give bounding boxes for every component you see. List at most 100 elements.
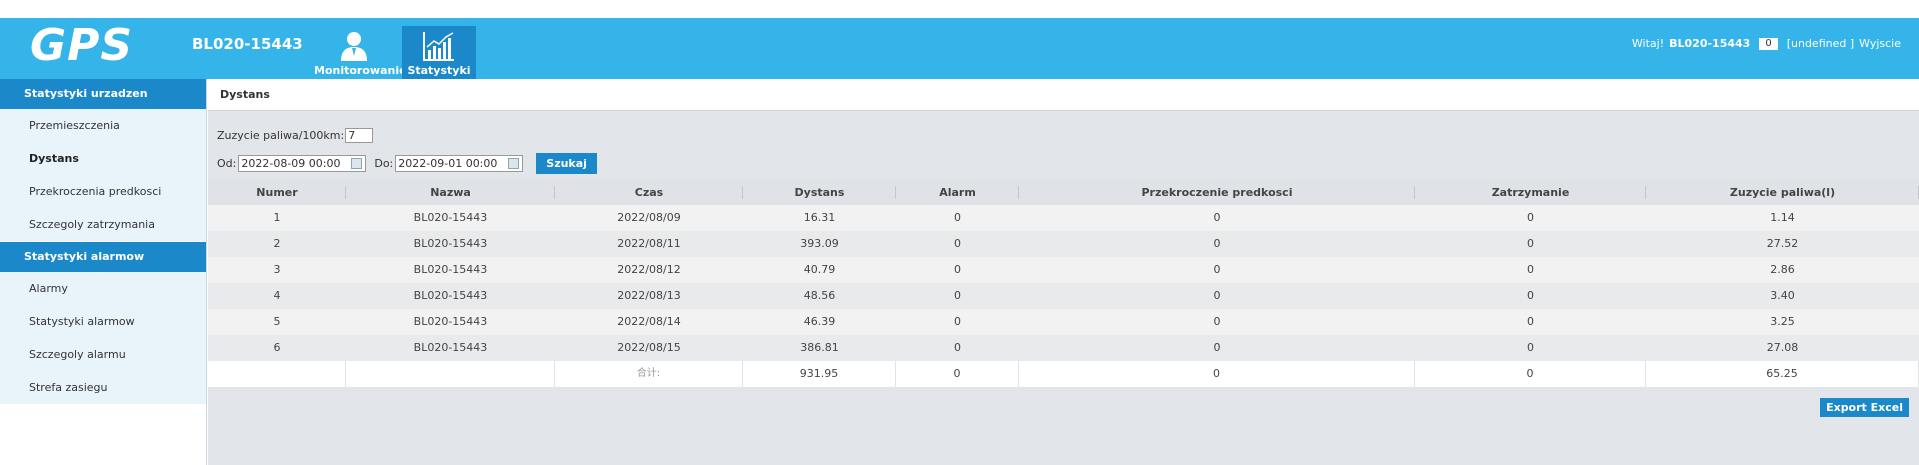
cell-dystans: 16.31 bbox=[803, 211, 836, 224]
cell-zatrzymanie: 0 bbox=[1527, 211, 1534, 224]
nav-monitorowanie[interactable]: Monitorowanie bbox=[314, 26, 407, 79]
col-header-numer[interactable]: Numer bbox=[208, 180, 346, 205]
cell-zatrzymanie: 0 bbox=[1527, 289, 1534, 302]
welcome-extra: [undefined ] bbox=[1786, 37, 1855, 50]
cell-zatrzymanie: 0 bbox=[1527, 315, 1534, 328]
sidebar-item-zatrzymania[interactable]: Szczegoly zatrzymania bbox=[0, 208, 206, 241]
cell-dystans: 48.56 bbox=[803, 289, 836, 302]
cell-nazwa: BL020-15443 bbox=[413, 263, 488, 276]
top-strip bbox=[0, 0, 1919, 18]
distance-table: Numer Nazwa Czas Dystans Alarm Przekrocz… bbox=[208, 180, 1919, 387]
cell-nazwa: BL020-15443 bbox=[413, 237, 488, 250]
cell-nazwa: BL020-15443 bbox=[413, 315, 488, 328]
cell-alarm: 0 bbox=[954, 315, 961, 328]
cell-nazwa: BL020-15443 bbox=[413, 341, 488, 354]
sum-alarm: 0 bbox=[896, 361, 1019, 387]
cell-zuzycie: 1.14 bbox=[1770, 211, 1795, 224]
person-icon bbox=[341, 32, 367, 61]
cell-czas: 2022/08/15 bbox=[617, 341, 681, 354]
cell-numer: 1 bbox=[273, 211, 281, 224]
cell-zuzycie: 2.86 bbox=[1770, 263, 1795, 276]
cell-numer: 6 bbox=[273, 341, 281, 354]
sidebar-item-strefa-zasiegu[interactable]: Strefa zasiegu bbox=[0, 371, 206, 404]
to-date-input[interactable]: 2022-09-01 00:00 bbox=[395, 155, 524, 172]
main-panel: Dystans Zuzycie paliwa/100km: 7 Od: 2022… bbox=[208, 79, 1919, 465]
nav-statystyki[interactable]: Statystyki bbox=[402, 26, 476, 79]
cell-przekroczenie: 0 bbox=[1213, 289, 1221, 302]
chart-icon bbox=[423, 32, 454, 61]
cell-czas: 2022/08/13 bbox=[617, 289, 681, 302]
calendar-icon[interactable] bbox=[508, 158, 520, 169]
sidebar-section-device-stats[interactable]: Statystyki urzadzen bbox=[0, 79, 206, 109]
date-row: Od: 2022-08-09 00:00 Do: 2022-09-01 00:0… bbox=[217, 153, 597, 174]
app-header: GPS BL020-15443 Monitorowanie Statystyki… bbox=[0, 18, 1919, 79]
cell-zuzycie: 27.52 bbox=[1766, 237, 1799, 250]
sidebar-item-przemieszczenia[interactable]: Przemieszczenia bbox=[0, 109, 206, 142]
cell-numer: 4 bbox=[273, 289, 281, 302]
cell-zatrzymanie: 0 bbox=[1527, 341, 1534, 354]
welcome-bar: Witaj! BL020-15443 0 [undefined ] Wyjsci… bbox=[1632, 37, 1901, 50]
export-excel-button[interactable]: Export Excel bbox=[1820, 398, 1909, 417]
cell-nazwa: BL020-15443 bbox=[413, 211, 488, 224]
table-row[interactable]: 6 BL020-15443 2022/08/15 386.81 0 0 0 27… bbox=[208, 335, 1919, 361]
col-header-przekroczenie[interactable]: Przekroczenie predkosci bbox=[1019, 180, 1415, 205]
to-label: Do: bbox=[374, 157, 394, 170]
message-count-badge[interactable]: 0 bbox=[1759, 37, 1778, 50]
cell-zuzycie: 3.40 bbox=[1770, 289, 1795, 302]
cell-numer: 5 bbox=[273, 315, 281, 328]
fuel-label: Zuzycie paliwa/100km: bbox=[217, 129, 345, 142]
logout-link[interactable]: Wyjscie bbox=[1859, 37, 1901, 50]
cell-przekroczenie: 0 bbox=[1213, 315, 1221, 328]
cell-dystans: 46.39 bbox=[803, 315, 836, 328]
table-row[interactable]: 2 BL020-15443 2022/08/11 393.09 0 0 0 27… bbox=[208, 231, 1919, 257]
table-sum-row: 合计: 931.95 0 0 0 65.25 bbox=[208, 361, 1919, 387]
sidebar-section-alarm-stats[interactable]: Statystyki alarmow bbox=[0, 242, 206, 272]
page-title: Dystans bbox=[208, 79, 1919, 111]
table-row[interactable]: 4 BL020-15443 2022/08/13 48.56 0 0 0 3.4… bbox=[208, 283, 1919, 309]
sum-label: 合计: bbox=[555, 361, 743, 387]
to-date-value: 2022-09-01 00:00 bbox=[398, 157, 498, 170]
table-row[interactable]: 5 BL020-15443 2022/08/14 46.39 0 0 0 3.2… bbox=[208, 309, 1919, 335]
cell-alarm: 0 bbox=[954, 237, 961, 250]
from-date-value: 2022-08-09 00:00 bbox=[241, 157, 341, 170]
col-header-alarm[interactable]: Alarm bbox=[896, 180, 1019, 205]
cell-przekroczenie: 0 bbox=[1213, 237, 1221, 250]
cell-przekroczenie: 0 bbox=[1213, 211, 1221, 224]
cell-numer: 3 bbox=[273, 263, 281, 276]
from-date-input[interactable]: 2022-08-09 00:00 bbox=[238, 155, 367, 172]
cell-alarm: 0 bbox=[954, 289, 961, 302]
col-header-nazwa[interactable]: Nazwa bbox=[346, 180, 555, 205]
app-logo: GPS bbox=[30, 20, 134, 71]
sidebar-item-alarmy[interactable]: Alarmy bbox=[0, 272, 206, 305]
sidebar-item-dystans[interactable]: Dystans bbox=[0, 142, 206, 175]
sum-zuzycie: 65.25 bbox=[1646, 361, 1919, 387]
sidebar-item-statystyki-alarmow[interactable]: Statystyki alarmow bbox=[0, 305, 206, 338]
col-header-czas[interactable]: Czas bbox=[555, 180, 743, 205]
cell-zuzycie: 27.08 bbox=[1766, 341, 1799, 354]
cell-alarm: 0 bbox=[954, 211, 961, 224]
table-header-row: Numer Nazwa Czas Dystans Alarm Przekrocz… bbox=[208, 180, 1919, 205]
col-header-dystans[interactable]: Dystans bbox=[743, 180, 896, 205]
cell-czas: 2022/08/12 bbox=[617, 263, 681, 276]
welcome-greeting: Witaj! bbox=[1631, 37, 1665, 50]
sidebar-item-przekroczenia[interactable]: Przekroczenia predkosci bbox=[0, 175, 206, 208]
calendar-icon[interactable] bbox=[351, 158, 363, 169]
welcome-user: BL020-15443 bbox=[1669, 37, 1751, 50]
col-header-zatrzymanie[interactable]: Zatrzymanie bbox=[1415, 180, 1646, 205]
col-header-zuzycie[interactable]: Zuzycie paliwa(l) bbox=[1646, 180, 1919, 205]
table-row[interactable]: 1 BL020-15443 2022/08/09 16.31 0 0 0 1.1… bbox=[208, 205, 1919, 231]
fuel-row: Zuzycie paliwa/100km: 7 bbox=[217, 128, 374, 143]
sum-cell-numer bbox=[208, 361, 346, 387]
sum-cell-nazwa bbox=[346, 361, 555, 387]
device-id-label: BL020-15443 bbox=[192, 35, 303, 53]
sum-dystans: 931.95 bbox=[743, 361, 896, 387]
sidebar-item-szczegoly-alarmu[interactable]: Szczegoly alarmu bbox=[0, 338, 206, 371]
filter-form: Zuzycie paliwa/100km: 7 Od: 2022-08-09 0… bbox=[208, 115, 1919, 215]
cell-alarm: 0 bbox=[954, 341, 961, 354]
table-row[interactable]: 3 BL020-15443 2022/08/12 40.79 0 0 0 2.8… bbox=[208, 257, 1919, 283]
fuel-input[interactable]: 7 bbox=[345, 128, 374, 143]
cell-czas: 2022/08/11 bbox=[617, 237, 681, 250]
from-label: Od: bbox=[217, 157, 237, 170]
search-button[interactable]: Szukaj bbox=[536, 153, 597, 174]
cell-zatrzymanie: 0 bbox=[1527, 263, 1534, 276]
